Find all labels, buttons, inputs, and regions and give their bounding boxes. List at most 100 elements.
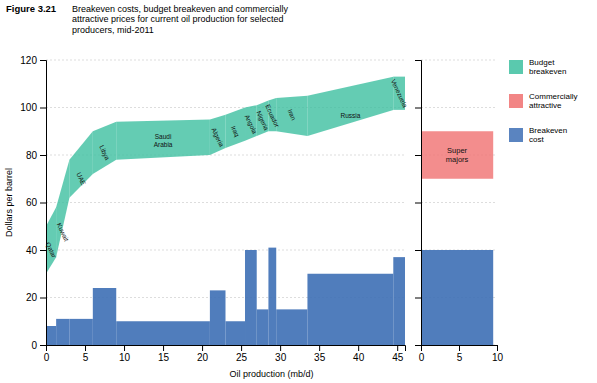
bar (307, 274, 393, 345)
tick-mark (40, 345, 46, 346)
bar (226, 321, 246, 345)
tick-mark (397, 345, 398, 351)
bar (393, 257, 405, 345)
bar (276, 309, 307, 345)
text-line: UAE (75, 171, 87, 187)
tick-mark (40, 298, 46, 299)
text-line: Arabia (154, 141, 173, 148)
tick: 10 (492, 345, 504, 363)
tick-mark (319, 345, 320, 351)
band-segment (210, 115, 226, 155)
text-line: cost (529, 135, 544, 144)
bar (93, 288, 116, 345)
tick: 60 (26, 197, 46, 208)
band-segment (276, 96, 307, 136)
legend-item: Budgetbreakeven (509, 58, 566, 76)
text-line: Saudi (155, 133, 172, 140)
tick-mark (415, 108, 421, 109)
grid-line (421, 202, 497, 203)
tick-mark (415, 155, 421, 156)
y-axis (415, 61, 422, 346)
y-axis: 020406080100120 (20, 55, 46, 351)
grid-line (421, 107, 497, 108)
tick: 5 (83, 345, 89, 363)
tick (415, 298, 421, 299)
category-label: Supermajors (446, 146, 469, 164)
y-axis-title: Dollars per barrel (4, 168, 14, 237)
subtitle: Breakeven costs, budget breakeven and co… (72, 4, 289, 35)
text-line: breakeven (529, 67, 566, 76)
tick: 20 (26, 292, 46, 303)
band-segment (226, 108, 246, 148)
tick-label: 5 (83, 352, 89, 363)
tick-label: 0 (31, 340, 37, 351)
text-line: Budget (529, 58, 555, 67)
tick: 0 (419, 345, 425, 363)
tick-mark (280, 345, 281, 351)
tick: 5 (457, 345, 463, 363)
tick-mark (415, 298, 421, 299)
tick-mark (415, 203, 421, 204)
tick (415, 345, 421, 346)
legend-swatch (509, 128, 523, 142)
tick (415, 60, 421, 61)
text-line: Angola (243, 113, 259, 135)
tick (415, 108, 421, 109)
band-segment (56, 160, 69, 257)
bar (69, 319, 92, 345)
tick-label: 45 (392, 352, 404, 363)
tick: 35 (314, 345, 326, 363)
category-label: Russia (340, 112, 360, 119)
tick-mark (415, 250, 421, 251)
legend-swatch (509, 94, 523, 108)
tick-mark (124, 345, 125, 351)
legend: BudgetbreakevenCommerciallyattractiveBre… (509, 58, 577, 144)
category-label: SaudiArabia (154, 133, 173, 147)
grid (421, 60, 497, 345)
text-line: Iran (287, 108, 298, 121)
bar (257, 309, 269, 345)
bar (56, 319, 69, 345)
title: Figure 3.21 (6, 3, 57, 14)
text-line: attractive prices for current oil produc… (72, 14, 284, 24)
tick-mark (415, 60, 421, 61)
text-line: Breakeven costs, budget breakeven and co… (72, 4, 289, 14)
axis-line (422, 346, 498, 352)
tick: 100 (20, 102, 46, 113)
text-line: Iraq (229, 125, 241, 139)
tick: 45 (392, 345, 404, 363)
tick: 40 (353, 345, 365, 363)
text-line: Russia (340, 112, 360, 119)
tick-mark (241, 345, 242, 351)
text-line: Kuwait (56, 222, 71, 243)
tick (415, 250, 421, 251)
tick (415, 155, 421, 156)
text-line: Ecuador (264, 103, 281, 129)
category-labels: QatarKuwaitUAELibyaSaudiArabiaAlgeriaIra… (44, 78, 409, 260)
category-label: Libya (97, 144, 111, 162)
text-line: Libya (97, 144, 111, 162)
category-label: Algeria (210, 126, 226, 148)
tick: 0 (31, 340, 46, 351)
tick-mark (40, 250, 46, 251)
category-label: Angola (243, 113, 259, 135)
category-label: Iraq (229, 125, 241, 139)
category-label: Qatar (44, 241, 58, 260)
category-label: Iran (287, 108, 298, 121)
tick-label: 35 (314, 352, 326, 363)
tick-label: 40 (353, 352, 365, 363)
text-line: Venezuela (390, 78, 409, 109)
tick: 30 (275, 345, 287, 363)
marks (421, 131, 493, 345)
category-label: Ecuador (264, 103, 281, 129)
tick-label: 0 (44, 352, 50, 363)
bar (268, 248, 276, 345)
tick: 20 (197, 345, 209, 363)
tick-mark (40, 155, 46, 156)
axis-line (415, 61, 422, 346)
tick-label: 30 (275, 352, 287, 363)
bar (46, 326, 56, 345)
tick-mark (40, 108, 46, 109)
tick-label: 0 (419, 352, 425, 363)
tick: 40 (26, 245, 46, 256)
